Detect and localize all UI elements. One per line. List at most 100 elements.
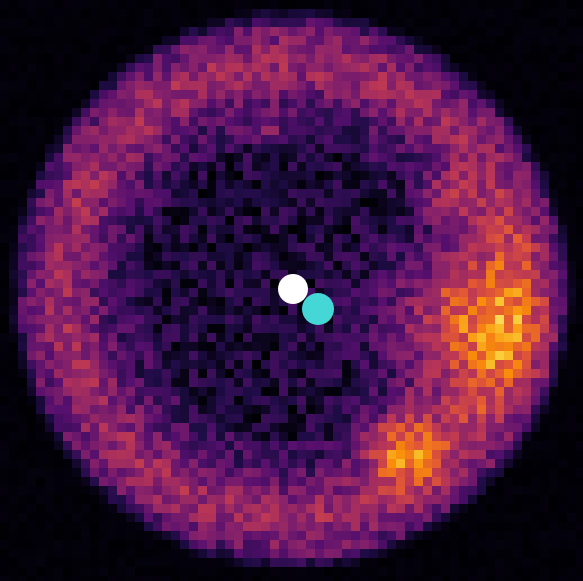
- pixel: [18, 288, 27, 297]
- pixel: [81, 369, 90, 378]
- pixel: [522, 117, 531, 126]
- pixel: [504, 306, 513, 315]
- pixel: [405, 378, 414, 387]
- pixel: [144, 234, 153, 243]
- pixel: [396, 261, 405, 270]
- pixel: [162, 171, 171, 180]
- pixel: [63, 99, 72, 108]
- pixel: [45, 288, 54, 297]
- pixel: [522, 162, 531, 171]
- pixel: [144, 486, 153, 495]
- pixel: [216, 207, 225, 216]
- pixel: [261, 342, 270, 351]
- pixel: [558, 90, 567, 99]
- pixel: [558, 243, 567, 252]
- pixel: [117, 81, 126, 90]
- pixel: [162, 189, 171, 198]
- pixel: [378, 324, 387, 333]
- pixel: [432, 243, 441, 252]
- pixel: [207, 297, 216, 306]
- pixel: [27, 477, 36, 486]
- pixel: [504, 558, 513, 567]
- pixel: [513, 117, 522, 126]
- pixel: [432, 9, 441, 18]
- pixel: [432, 153, 441, 162]
- pixel: [324, 513, 333, 522]
- pixel: [171, 90, 180, 99]
- pixel: [549, 405, 558, 414]
- pixel: [153, 171, 162, 180]
- pixel: [486, 90, 495, 99]
- pixel: [315, 207, 324, 216]
- pixel: [495, 225, 504, 234]
- pixel: [351, 360, 360, 369]
- pixel: [216, 279, 225, 288]
- pixel: [459, 414, 468, 423]
- pixel: [72, 135, 81, 144]
- pixel: [90, 558, 99, 567]
- pixel: [288, 477, 297, 486]
- pixel: [90, 342, 99, 351]
- pixel: [324, 414, 333, 423]
- pixel: [468, 72, 477, 81]
- pixel: [378, 270, 387, 279]
- pixel: [135, 513, 144, 522]
- pixel: [522, 99, 531, 108]
- pixel: [261, 99, 270, 108]
- pixel: [441, 342, 450, 351]
- pixel: [360, 63, 369, 72]
- pixel: [306, 225, 315, 234]
- pixel: [468, 144, 477, 153]
- pixel: [405, 126, 414, 135]
- pixel: [306, 0, 315, 9]
- pixel: [108, 576, 117, 581]
- pixel: [414, 99, 423, 108]
- pixel: [162, 315, 171, 324]
- pixel: [234, 468, 243, 477]
- pixel: [207, 432, 216, 441]
- pixel: [63, 522, 72, 531]
- pixel: [216, 459, 225, 468]
- pixel: [486, 558, 495, 567]
- pixel: [504, 297, 513, 306]
- pixel: [387, 153, 396, 162]
- pixel: [207, 315, 216, 324]
- pixel: [324, 360, 333, 369]
- pixel: [378, 225, 387, 234]
- pixel: [414, 0, 423, 9]
- pixel: [315, 63, 324, 72]
- pixel: [432, 378, 441, 387]
- pixel: [387, 162, 396, 171]
- pixel: [9, 63, 18, 72]
- pixel: [45, 72, 54, 81]
- pixel: [423, 405, 432, 414]
- pixel: [288, 414, 297, 423]
- pixel: [495, 261, 504, 270]
- pixel: [171, 261, 180, 270]
- pixel: [81, 36, 90, 45]
- pixel: [90, 243, 99, 252]
- pixel: [117, 387, 126, 396]
- pixel: [36, 18, 45, 27]
- pixel: [324, 225, 333, 234]
- pixel: [468, 18, 477, 27]
- pixel: [144, 108, 153, 117]
- pixel: [144, 387, 153, 396]
- pixel: [531, 432, 540, 441]
- pixel: [225, 315, 234, 324]
- pixel: [360, 477, 369, 486]
- pixel: [27, 450, 36, 459]
- pixel: [99, 153, 108, 162]
- pixel: [432, 567, 441, 576]
- pixel: [189, 261, 198, 270]
- pixel: [126, 423, 135, 432]
- pixel: [135, 369, 144, 378]
- pixel: [135, 324, 144, 333]
- pixel: [0, 414, 9, 423]
- pixel: [171, 387, 180, 396]
- pixel: [36, 189, 45, 198]
- pixel: [54, 261, 63, 270]
- pixel: [576, 441, 583, 450]
- pixel: [567, 63, 576, 72]
- pixel: [495, 153, 504, 162]
